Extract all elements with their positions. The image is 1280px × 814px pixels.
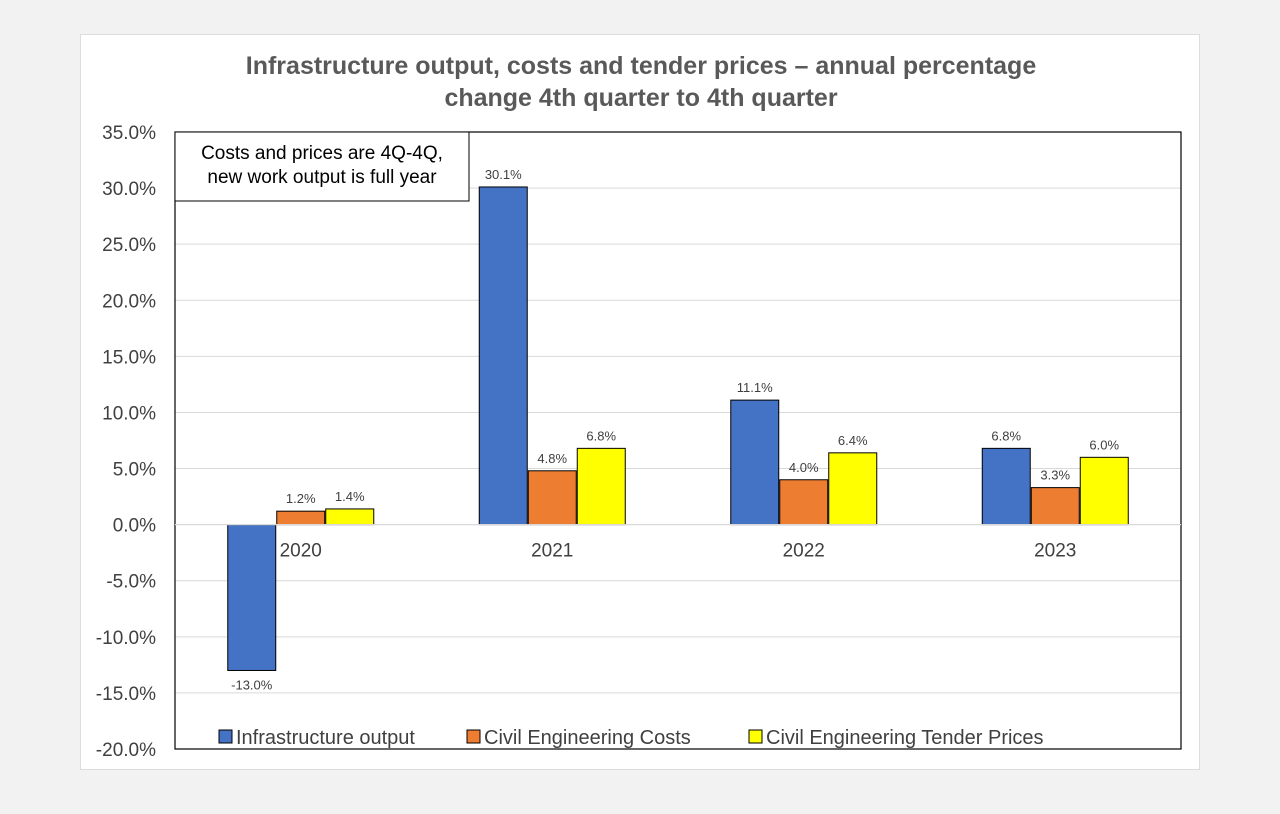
x-category-label: 2022 [783, 541, 825, 562]
legend-swatch [466, 729, 481, 744]
bar-civil-engineering-costs [779, 479, 829, 526]
y-tick-label: 30.0% [102, 179, 156, 200]
bar-civil-engineering-costs [1030, 487, 1080, 526]
data-label: 6.8% [586, 428, 616, 443]
bar-civil-engineering-tender-prices [325, 508, 375, 526]
y-tick-label: -5.0% [106, 572, 156, 593]
data-label: 11.1% [737, 380, 773, 395]
data-label: 1.4% [335, 489, 365, 504]
y-tick-label: 15.0% [102, 347, 156, 368]
y-tick-label: -15.0% [96, 684, 156, 705]
chart-frame: Infrastructure output, costs and tender … [80, 34, 1200, 770]
bar-civil-engineering-costs [527, 470, 577, 526]
data-label: 4.0% [789, 460, 819, 475]
plot-area-border [174, 131, 1182, 750]
bar-infrastructure-output [981, 447, 1031, 526]
y-tick-label: -10.0% [96, 628, 156, 649]
legend-swatch [218, 729, 233, 744]
y-tick-label: 25.0% [102, 235, 156, 256]
bar-chart: Infrastructure output, costs and tender … [96, 52, 1182, 761]
y-tick-label: 20.0% [102, 291, 156, 312]
y-tick-label: 10.0% [102, 403, 156, 424]
data-label: 30.1% [485, 167, 522, 182]
bar-civil-engineering-costs [276, 510, 326, 526]
data-label: 6.0% [1089, 437, 1119, 452]
bar-civil-engineering-tender-prices [576, 447, 626, 526]
bar-infrastructure-output [227, 524, 277, 671]
x-category-label: 2023 [1034, 541, 1076, 562]
y-tick-label: 5.0% [113, 460, 156, 481]
data-label: 3.3% [1040, 468, 1070, 483]
data-label: 4.8% [537, 451, 567, 466]
x-category-label: 2020 [280, 541, 322, 562]
legend-label: Civil Engineering Tender Prices [766, 727, 1044, 749]
legend-label: Civil Engineering Costs [484, 727, 691, 749]
data-label: 1.2% [286, 491, 316, 506]
bar-infrastructure-output [478, 186, 528, 526]
y-tick-label: 35.0% [102, 123, 156, 144]
legend-label: Infrastructure output [236, 727, 415, 749]
data-label: 6.8% [991, 428, 1021, 443]
annotation-box [174, 131, 470, 202]
data-label: -13.0% [231, 677, 273, 692]
annotation-text: new work output is full year [207, 167, 437, 188]
annotation-text: Costs and prices are 4Q-4Q, [201, 143, 443, 164]
data-label: 6.4% [838, 433, 868, 448]
y-tick-label: 0.0% [113, 516, 156, 537]
legend-swatch [748, 729, 763, 744]
bar-civil-engineering-tender-prices [1079, 456, 1129, 526]
chart-title-line: change 4th quarter to 4th quarter [444, 84, 837, 112]
y-tick-label: -20.0% [96, 740, 156, 761]
chart-title-line: Infrastructure output, costs and tender … [246, 52, 1037, 80]
x-category-label: 2021 [531, 541, 573, 562]
bar-infrastructure-output [730, 399, 780, 526]
bar-civil-engineering-tender-prices [828, 452, 878, 526]
